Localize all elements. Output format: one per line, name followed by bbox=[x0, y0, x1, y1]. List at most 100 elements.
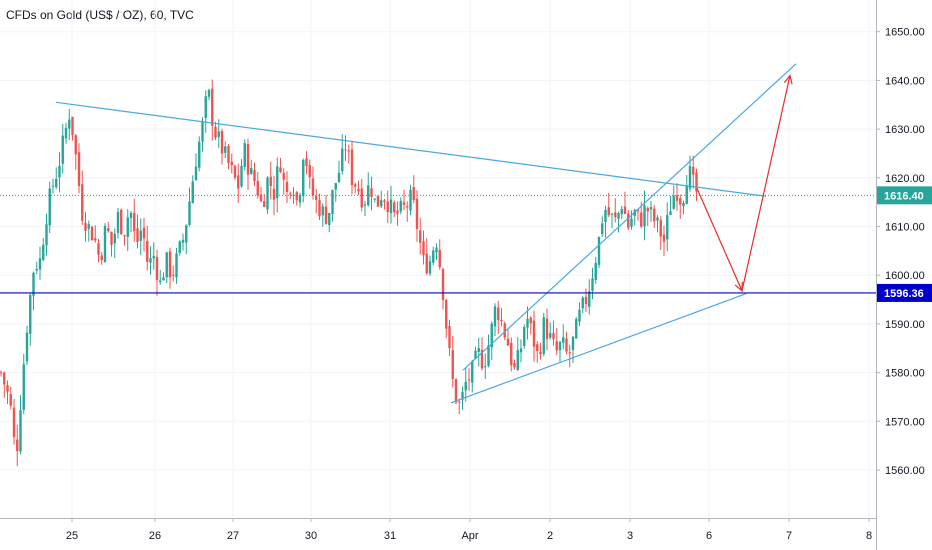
candle-body bbox=[578, 309, 581, 322]
candle-body bbox=[19, 410, 22, 452]
candle-body bbox=[669, 211, 672, 215]
candle-body bbox=[204, 96, 207, 119]
candle-body bbox=[211, 88, 214, 126]
candle bbox=[477, 337, 480, 367]
candle bbox=[123, 234, 126, 246]
candle bbox=[620, 205, 623, 220]
candle bbox=[575, 317, 578, 339]
candle bbox=[155, 249, 159, 296]
candle-body bbox=[487, 345, 490, 366]
price-tick-label: 1590.00 bbox=[885, 319, 925, 331]
candle bbox=[22, 353, 25, 415]
candle bbox=[172, 265, 175, 282]
candle-body bbox=[623, 206, 627, 215]
candle-body bbox=[45, 224, 48, 246]
time-tick-label: 3 bbox=[627, 530, 633, 542]
candle bbox=[399, 197, 402, 215]
candle-body bbox=[237, 175, 240, 189]
candle-body bbox=[139, 230, 142, 241]
candle-body bbox=[523, 327, 526, 346]
candle-body bbox=[9, 394, 12, 406]
candle-body bbox=[484, 366, 487, 368]
candles bbox=[0, 79, 698, 467]
candle-body bbox=[298, 195, 302, 203]
candle bbox=[165, 251, 168, 284]
candle-body bbox=[331, 189, 334, 214]
candle bbox=[295, 190, 298, 206]
candle bbox=[198, 136, 201, 172]
candle-body bbox=[181, 239, 185, 243]
candle bbox=[666, 202, 669, 252]
candle-body bbox=[133, 212, 136, 232]
candle-body bbox=[107, 228, 110, 232]
candle-body bbox=[162, 277, 165, 281]
candle bbox=[389, 185, 393, 224]
candle bbox=[555, 327, 558, 356]
candle bbox=[272, 175, 276, 216]
candle bbox=[3, 371, 6, 399]
candle bbox=[136, 214, 139, 249]
price-tick-label: 1610.00 bbox=[885, 222, 925, 234]
candle bbox=[347, 144, 350, 164]
candle-body bbox=[549, 333, 552, 338]
candle-body bbox=[370, 188, 373, 197]
candle bbox=[428, 255, 432, 276]
candle bbox=[32, 271, 35, 311]
candle-body bbox=[240, 165, 243, 187]
candle-body bbox=[562, 337, 565, 343]
candle bbox=[71, 116, 74, 141]
candle bbox=[682, 200, 685, 215]
candle-body bbox=[217, 131, 220, 137]
candle bbox=[425, 238, 428, 276]
candle-body bbox=[146, 240, 149, 262]
candle-body bbox=[513, 362, 516, 368]
candle-body bbox=[175, 253, 178, 278]
candle-body bbox=[591, 278, 594, 291]
candle bbox=[149, 246, 152, 275]
candle-body bbox=[649, 206, 653, 210]
candle-body bbox=[77, 152, 81, 187]
candle-body bbox=[653, 208, 656, 222]
candle-body bbox=[354, 184, 357, 187]
candle bbox=[542, 312, 545, 357]
candle-body bbox=[289, 193, 292, 195]
candle-body bbox=[42, 244, 45, 260]
candle bbox=[627, 209, 630, 231]
candle bbox=[480, 337, 484, 371]
candle bbox=[25, 325, 29, 366]
candle bbox=[471, 359, 474, 393]
candle bbox=[604, 205, 607, 238]
candle-body bbox=[165, 252, 168, 278]
candle bbox=[139, 218, 142, 256]
candle-body bbox=[412, 187, 415, 201]
candle bbox=[45, 213, 48, 256]
candle bbox=[269, 161, 272, 200]
candle bbox=[321, 203, 324, 227]
candle-body bbox=[126, 217, 129, 237]
candle-body bbox=[604, 209, 607, 223]
candle bbox=[510, 337, 513, 372]
candle bbox=[506, 329, 510, 346]
candle bbox=[16, 425, 19, 467]
candle bbox=[341, 134, 344, 175]
candle bbox=[432, 246, 435, 266]
candle bbox=[643, 190, 646, 241]
candle-body bbox=[3, 372, 6, 385]
chart-title: CFDs on Gold (US$ / OZ), 60, TVC bbox=[6, 8, 194, 22]
current-price-tag-bg bbox=[877, 186, 932, 205]
candle bbox=[120, 208, 123, 236]
candle bbox=[58, 152, 61, 193]
candle-body bbox=[675, 195, 679, 201]
candle bbox=[422, 230, 425, 265]
candle-body bbox=[415, 198, 419, 230]
candle bbox=[419, 217, 422, 255]
candle-body bbox=[337, 172, 341, 182]
candle bbox=[357, 180, 360, 196]
candle bbox=[467, 368, 471, 391]
candle bbox=[412, 175, 415, 204]
candle-body bbox=[272, 188, 276, 200]
candle-body bbox=[97, 243, 100, 255]
candle bbox=[100, 251, 103, 265]
candle bbox=[623, 191, 627, 215]
